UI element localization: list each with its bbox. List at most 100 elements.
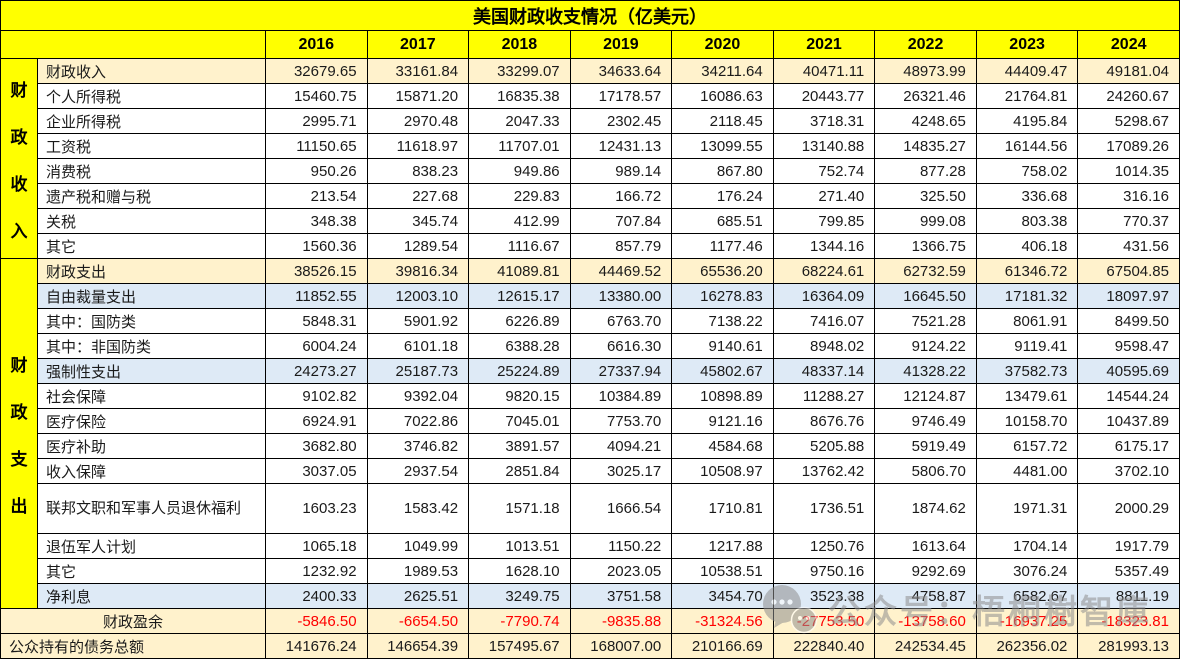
- value-cell: 25224.89: [468, 358, 571, 384]
- value-cell: 1150.22: [569, 533, 673, 559]
- value-cell: 33299.07: [468, 58, 571, 84]
- value-cell: 48973.99: [874, 58, 977, 84]
- value-cell: 3702.10: [1077, 458, 1180, 484]
- value-cell: 1583.42: [366, 483, 470, 534]
- value-cell: 9121.16: [671, 408, 774, 434]
- value-cell: 16278.83: [671, 283, 774, 309]
- value-cell: 11852.55: [265, 283, 368, 309]
- year-header-2023: 2023: [975, 30, 1079, 59]
- value-cell: 950.26: [265, 158, 368, 184]
- row-label: 净利息: [37, 583, 266, 609]
- value-cell: 949.86: [468, 158, 571, 184]
- table-row: 退伍军人计划 1065.18 1049.99 1013.51 1150.22 1217.8…: [1, 533, 1180, 559]
- value-cell: 16144.56: [975, 133, 1079, 159]
- value-cell: 1366.75: [874, 233, 977, 259]
- value-cell: 210166.69: [671, 633, 774, 659]
- value-cell: 5298.67: [1077, 108, 1180, 134]
- value-cell: -18323.81: [1077, 608, 1180, 634]
- value-cell: 8811.19: [1077, 583, 1180, 609]
- value-cell: 242534.45: [874, 633, 977, 659]
- table-row: 其它 1232.92 1989.53 1628.10 2023.05 10538.51 97…: [1, 558, 1180, 584]
- table-row: 财政收入财政收入 32679.65 33161.84 33299.07 34633.64…: [0, 58, 1180, 259]
- table-row: 遗产税和赠与税 213.54 227.68 229.83 166.72 176.24 271…: [1, 183, 1180, 209]
- value-cell: -6654.50: [366, 608, 470, 634]
- value-cell: 6924.91: [265, 408, 368, 434]
- value-cell: 25187.73: [366, 358, 470, 384]
- table-row: 企业所得税 2995.71 2970.48 2047.33 2302.45 2118.45…: [1, 108, 1180, 134]
- value-cell: 4248.65: [874, 108, 977, 134]
- table-row: 个人所得税 15460.75 15871.20 16835.38 17178.57 160…: [1, 83, 1180, 109]
- value-cell: 7416.07: [772, 308, 876, 334]
- value-cell: 68224.61: [772, 258, 876, 284]
- value-cell: 2023.05: [569, 558, 673, 584]
- row-label: 医疗补助: [37, 433, 266, 459]
- value-cell: 3746.82: [366, 433, 470, 459]
- value-cell: 146654.39: [366, 633, 470, 659]
- value-cell: 316.16: [1077, 183, 1180, 209]
- value-cell: 799.85: [772, 208, 876, 234]
- row-label: 其中：非国防类: [37, 333, 266, 359]
- value-cell: 12124.87: [874, 383, 977, 409]
- value-cell: 803.38: [975, 208, 1079, 234]
- value-cell: 141676.24: [265, 633, 368, 659]
- value-cell: 26321.46: [874, 83, 977, 109]
- value-cell: 6388.28: [468, 333, 571, 359]
- row-label: 财政盈余: [0, 608, 266, 634]
- row-label: 关税: [37, 208, 266, 234]
- row-label: 退伍军人计划: [37, 533, 266, 559]
- value-cell: 41328.22: [874, 358, 977, 384]
- value-cell: 685.51: [671, 208, 774, 234]
- table-row: 强制性支出 24273.27 25187.73 25224.89 27337.94 458…: [1, 358, 1180, 384]
- value-cell: 62732.59: [874, 258, 977, 284]
- table-row: 其中：国防类 5848.31 5901.92 6226.89 6763.70 7138.2…: [1, 308, 1180, 334]
- value-cell: 65536.20: [671, 258, 774, 284]
- row-label: 财政支出: [37, 258, 266, 284]
- row-label: 其它: [37, 558, 266, 584]
- value-cell: 838.23: [366, 158, 470, 184]
- value-cell: 1116.67: [468, 233, 571, 259]
- value-cell: 61346.72: [975, 258, 1079, 284]
- value-cell: 6004.24: [265, 333, 368, 359]
- value-cell: 4481.00: [975, 458, 1079, 484]
- value-cell: 34633.64: [569, 58, 673, 84]
- value-cell: 2118.45: [671, 108, 774, 134]
- value-cell: 45802.67: [671, 358, 774, 384]
- value-cell: 5848.31: [265, 308, 368, 334]
- value-cell: 17178.57: [569, 83, 673, 109]
- value-cell: 2970.48: [366, 108, 470, 134]
- value-cell: 5919.49: [874, 433, 977, 459]
- value-cell: 406.18: [975, 233, 1079, 259]
- value-cell: 867.80: [671, 158, 774, 184]
- value-cell: 176.24: [671, 183, 774, 209]
- value-cell: 16835.38: [468, 83, 571, 109]
- table-row: 消费税 950.26 838.23 949.86 989.14 867.80 752.74 8…: [1, 158, 1180, 184]
- value-cell: 1217.88: [671, 533, 774, 559]
- value-cell: 345.74: [366, 208, 470, 234]
- group-label-spending: 财政支出: [0, 258, 38, 609]
- year-header-2021: 2021: [772, 30, 876, 59]
- value-cell: 3037.05: [265, 458, 368, 484]
- value-cell: 1232.92: [265, 558, 368, 584]
- value-cell: 16086.63: [671, 83, 774, 109]
- value-cell: 13762.42: [772, 458, 876, 484]
- value-cell: 2995.71: [265, 108, 368, 134]
- value-cell: 752.74: [772, 158, 876, 184]
- value-cell: 5901.92: [366, 308, 470, 334]
- value-cell: 6175.17: [1077, 433, 1180, 459]
- value-cell: 3454.70: [671, 583, 774, 609]
- value-cell: 9392.04: [366, 383, 470, 409]
- year-header-2024: 2024: [1077, 30, 1180, 59]
- value-cell: 3025.17: [569, 458, 673, 484]
- row-label: 社会保障: [37, 383, 266, 409]
- row-label: 个人所得税: [37, 83, 266, 109]
- value-cell: 2851.84: [468, 458, 571, 484]
- page-title: 美国财政收支情况（亿美元）: [0, 0, 1180, 31]
- value-cell: 40595.69: [1077, 358, 1180, 384]
- value-cell: 33161.84: [366, 58, 470, 84]
- value-cell: 1613.64: [874, 533, 977, 559]
- value-cell: 1917.79: [1077, 533, 1180, 559]
- value-cell: 1874.62: [874, 483, 977, 534]
- value-cell: 11150.65: [265, 133, 368, 159]
- value-cell: 11707.01: [468, 133, 571, 159]
